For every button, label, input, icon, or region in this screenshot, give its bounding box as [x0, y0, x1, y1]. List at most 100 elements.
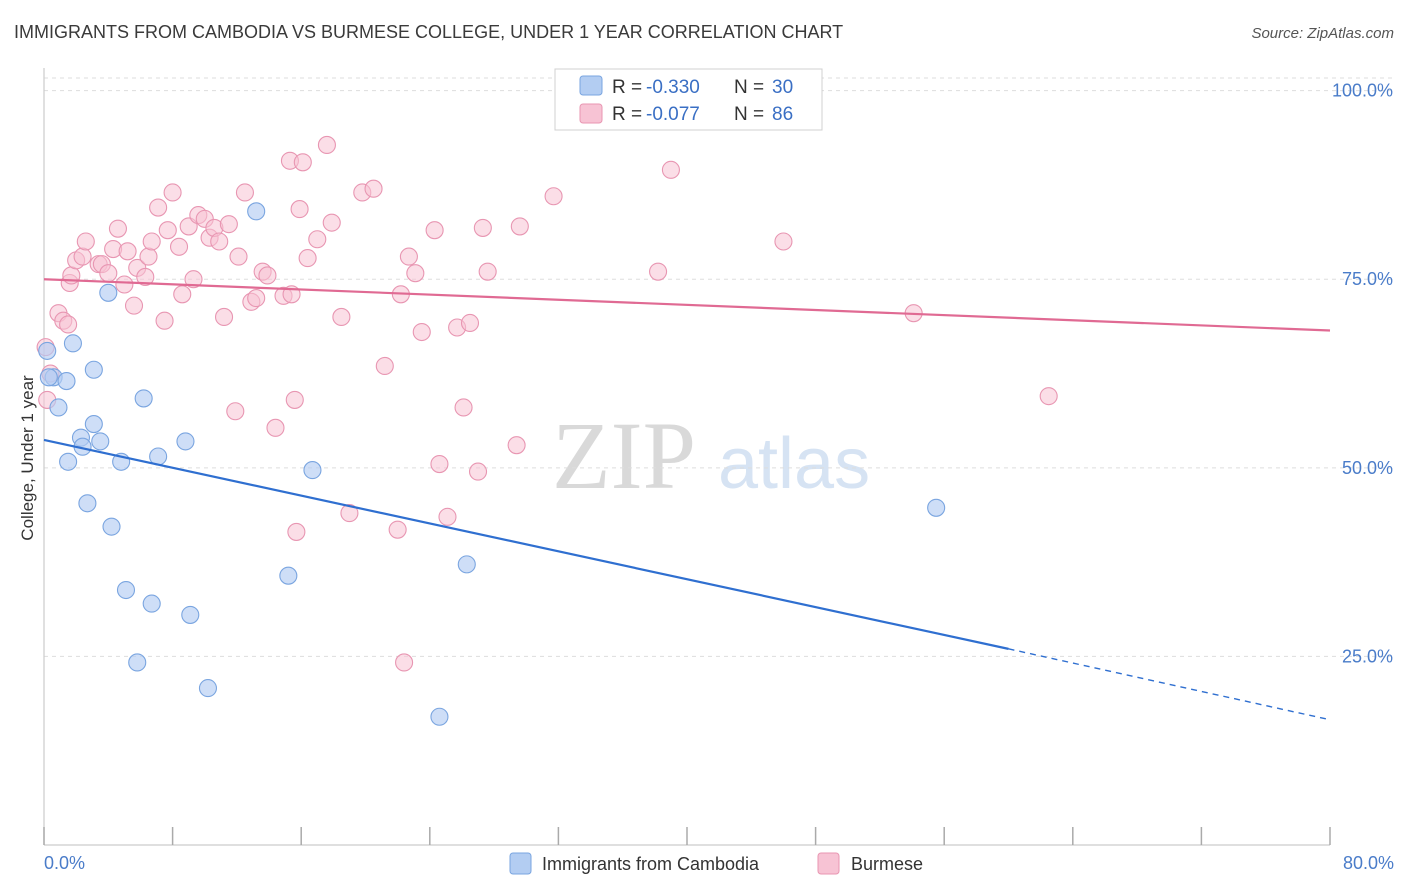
point-burmese — [544, 187, 563, 206]
point-burmese — [124, 296, 144, 315]
point-cambodia — [59, 452, 78, 471]
point-burmese — [219, 215, 238, 234]
bottom-legend-label-cambodia: Immigrants from Cambodia — [542, 854, 760, 874]
point-burmese — [99, 264, 118, 283]
point-cambodia — [99, 283, 118, 302]
point-burmese — [149, 198, 168, 217]
point-burmese — [235, 183, 254, 202]
point-burmese — [430, 454, 449, 474]
point-cambodia — [39, 368, 58, 387]
point-burmese — [308, 230, 327, 249]
y-tick-labels: 25.0% 50.0% 75.0% 100.0% — [1332, 81, 1393, 667]
point-burmese — [332, 307, 351, 326]
point-cambodia — [38, 341, 57, 360]
point-burmese — [169, 237, 189, 256]
point-cambodia — [84, 415, 103, 434]
bottom-legend-label-burmese: Burmese — [851, 854, 923, 874]
legend-swatch-burmese — [579, 103, 603, 124]
point-burmese — [115, 275, 134, 294]
point-burmese — [473, 218, 492, 237]
point-cambodia — [63, 334, 82, 353]
point-burmese — [438, 507, 457, 526]
trend-lines — [43, 278, 1331, 721]
point-cambodia — [181, 605, 200, 624]
point-burmese — [774, 232, 793, 251]
point-burmese — [136, 267, 155, 287]
legend-r-label-2: R = — [612, 104, 642, 125]
point-cambodia — [303, 461, 322, 480]
watermark-atlas: atlas — [718, 424, 870, 504]
legend-n-label-2: N = — [734, 104, 764, 125]
point-burmese — [661, 160, 680, 179]
y-tick-label: 100.0% — [1332, 81, 1393, 101]
point-burmese — [317, 135, 336, 154]
legend-n-value-2: 86 — [772, 104, 793, 125]
point-burmese — [412, 322, 431, 342]
point-burmese — [293, 153, 312, 172]
legend-r-label-1: R = — [612, 77, 642, 98]
point-cambodia — [198, 679, 218, 698]
point-burmese — [163, 183, 182, 202]
bottom-legend-swatch-cambodia — [509, 852, 532, 875]
point-cambodia — [247, 202, 266, 221]
watermark: ZIP atlas — [552, 402, 870, 509]
point-burmese — [173, 285, 192, 304]
y-tick-label: 25.0% — [1342, 646, 1393, 666]
point-burmese — [478, 262, 497, 281]
bottom-legend: Immigrants from Cambodia Burmese — [509, 852, 923, 875]
point-burmese — [287, 522, 306, 541]
point-burmese — [229, 247, 248, 266]
point-cambodia — [176, 432, 195, 451]
point-burmese — [258, 266, 277, 285]
point-burmese — [210, 232, 229, 251]
point-burmese — [108, 219, 127, 238]
point-burmese — [454, 398, 473, 417]
point-burmese — [298, 249, 317, 268]
point-burmese — [76, 232, 95, 251]
point-burmese — [266, 418, 285, 437]
series-burmese-points — [36, 81, 1058, 672]
point-cambodia — [116, 580, 136, 600]
point-burmese — [1039, 387, 1058, 406]
point-burmese — [158, 221, 177, 240]
legend-r-value-1: -0.330 — [646, 77, 700, 98]
point-cambodia — [91, 432, 110, 451]
legend-box: R = -0.330 N = 30 R = -0.077 N = 86 — [554, 68, 823, 131]
legend-n-label-1: N = — [734, 77, 764, 98]
point-burmese — [226, 402, 245, 421]
y-tick-label: 50.0% — [1342, 458, 1393, 478]
x-ticks — [43, 827, 1331, 845]
point-burmese — [59, 315, 78, 334]
point-cambodia — [142, 594, 161, 613]
point-burmese — [406, 264, 425, 283]
point-cambodia — [430, 707, 449, 726]
legend-r-value-2: -0.077 — [646, 104, 700, 125]
point-burmese — [142, 232, 161, 251]
point-cambodia — [78, 494, 97, 513]
point-burmese — [214, 307, 234, 326]
point-burmese — [290, 200, 309, 219]
y-axis-label: College, Under 1 year — [18, 375, 37, 541]
trend-line-burmese — [43, 278, 1331, 332]
point-cambodia — [84, 360, 103, 379]
point-burmese — [73, 247, 92, 266]
point-cambodia — [57, 372, 76, 391]
trend-line-cambodia-extension — [1008, 648, 1331, 721]
point-burmese — [184, 270, 203, 289]
y-tick-label: 75.0% — [1342, 269, 1393, 289]
point-burmese — [247, 289, 266, 308]
chart-source: Source: ZipAtlas.com — [1251, 25, 1394, 42]
point-burmese — [285, 390, 304, 409]
series-cambodia-points — [38, 202, 946, 726]
bottom-legend-swatch-burmese — [817, 852, 840, 875]
point-burmese — [425, 221, 444, 240]
point-burmese — [364, 179, 383, 198]
point-cambodia — [128, 653, 147, 672]
point-burmese — [510, 217, 529, 236]
point-burmese — [322, 213, 341, 232]
gridlines — [44, 77, 1394, 657]
point-cambodia — [927, 498, 946, 517]
point-burmese — [139, 247, 158, 266]
point-burmese — [375, 356, 394, 376]
